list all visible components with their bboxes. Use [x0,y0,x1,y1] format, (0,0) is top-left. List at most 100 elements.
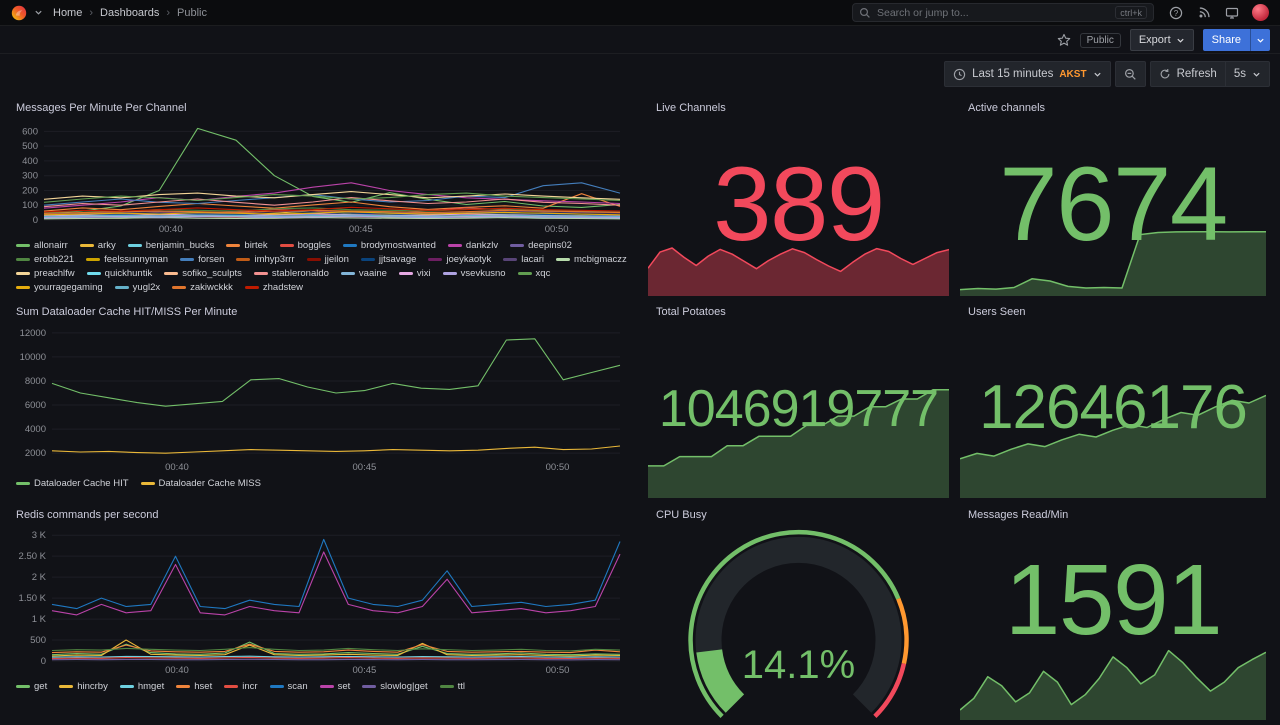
legend-item-yugl2x[interactable]: yugl2x [114,282,160,293]
help-icon: ? [1169,6,1183,19]
legend-item-incr[interactable]: incr [224,681,258,692]
panel-title-dataloader[interactable]: Sum Dataloader Cache HIT/MISS Per Minute [16,306,238,318]
legend-item-get[interactable]: get [16,681,47,692]
legend-swatch [442,272,457,275]
legend-item-benjamin_bucks[interactable]: benjamin_bucks [127,240,214,251]
display-button[interactable] [1222,3,1242,23]
legend-item-jjtsavage[interactable]: jjtsavage [360,254,416,265]
legend-item-imhyp3rrr[interactable]: imhyp3rrr [236,254,295,265]
messages-read-sparkline [960,636,1266,720]
legend-item-ttl[interactable]: ttl [439,681,465,692]
time-range-picker[interactable]: Last 15 minutes AKST [944,61,1111,87]
legend-swatch [16,286,30,289]
legend-swatch [306,258,321,261]
legend-swatch [86,258,101,261]
legend-item-zhadstew[interactable]: zhadstew [244,282,303,293]
legend-item-forsen[interactable]: forsen [180,254,224,265]
dataloader-chart[interactable]: 2000 4000 6000 8000 10000 12000 00:40 00:45 00:5… [16,323,628,473]
legend-label: mcbigmaczz [573,254,627,265]
panel-title-total-potatoes[interactable]: Total Potatoes [656,306,726,318]
cpu-busy-value: 14.1% [741,643,856,687]
export-button[interactable]: Export [1129,29,1194,51]
legend-label: xqc [535,268,551,279]
legend-item-birtek[interactable]: birtek [226,240,268,251]
total-potatoes-sparkline [648,383,949,498]
legend-item-slowlog|get[interactable]: slowlog|get [362,681,428,692]
legend-item-vixi[interactable]: vixi [398,268,431,279]
legend-item-preachlfw[interactable]: preachlfw [16,268,75,279]
legend-item-erobb221[interactable]: erobb221 [16,254,74,265]
legend-item-jjeilon[interactable]: jjeilon [306,254,349,265]
user-avatar[interactable] [1250,3,1270,23]
breadcrumb-home[interactable]: Home [53,6,83,19]
legend-item-joeykaotyk[interactable]: joeykaotyk [428,254,491,265]
top-nav: Home › Dashboards › Public ctrl+k ? [0,0,1280,26]
legend-item-sofiko_sculpts[interactable]: sofiko_sculpts [164,268,242,279]
mega-menu-caret-icon[interactable] [34,8,43,17]
panel-title-active-channels[interactable]: Active channels [968,102,1046,114]
legend-swatch [114,286,129,289]
legend-label: hset [194,681,213,692]
panel-title-redis[interactable]: Redis commands per second [16,509,159,521]
legend-swatch [279,244,294,247]
legend-item-hmget[interactable]: hmget [119,681,164,692]
search-box[interactable]: ctrl+k [852,3,1154,22]
legend-label: birtek [244,240,268,251]
legend-label: erobb221 [34,254,75,265]
legend-item-vsevkusno[interactable]: vsevkusno [442,268,506,279]
panel-title-cpu-busy[interactable]: CPU Busy [656,509,707,521]
panel-title-users-seen[interactable]: Users Seen [968,306,1026,318]
legend-item-Dataloader Cache HIT[interactable]: Dataloader Cache HIT [16,478,129,489]
legend-item-vaaine[interactable]: vaaine [340,268,387,279]
legend-swatch [79,244,94,247]
chevron-down-icon [1253,72,1260,77]
search-input[interactable] [877,6,1110,19]
legend-item-dankzlv[interactable]: dankzlv [447,240,498,251]
news-button[interactable] [1194,3,1214,23]
grafana-logo[interactable] [10,4,28,22]
legend-item-xqc[interactable]: xqc [517,268,551,279]
legend-swatch [86,272,101,275]
legend-item-boggles[interactable]: boggles [279,240,331,251]
legend-label: arky [97,240,116,251]
public-tag: Public [1079,32,1121,48]
legend-label: yourragegaming [34,282,103,293]
legend-item-zakiwckkk[interactable]: zakiwckkk [172,282,233,293]
legend-item-mcbigmaczz[interactable]: mcbigmaczz [555,254,627,265]
legend-item-lacari[interactable]: lacari [503,254,544,265]
legend-label: stableronaldo [271,268,329,279]
legend-item-set[interactable]: set [319,681,350,692]
messages-chart[interactable]: 0 100 200 300 400 500 600 00:40 00:45 00:50 [16,119,628,235]
legend-item-feelssunnyman[interactable]: feelssunnyman [86,254,168,265]
share-button[interactable]: Share [1202,29,1250,51]
svg-text:2000: 2000 [25,448,46,459]
legend-item-Dataloader Cache MISS[interactable]: Dataloader Cache MISS [140,478,261,489]
legend-item-hincrby[interactable]: hincrby [59,681,108,692]
zoom-out-button[interactable] [1114,61,1146,87]
legend-swatch [59,685,74,688]
legend-swatch [269,685,284,688]
legend-item-arky[interactable]: arky [79,240,116,251]
panel-title-messages-read[interactable]: Messages Read/Min [968,509,1069,521]
legend-item-allonairr[interactable]: allonairr [16,240,68,251]
panel-title-messages[interactable]: Messages Per Minute Per Channel [16,102,187,114]
svg-text:?: ? [1174,9,1179,18]
legend-item-brodymostwanted[interactable]: brodymostwanted [342,240,436,251]
legend-item-quickhuntik[interactable]: quickhuntik [86,268,152,279]
svg-text:4000: 4000 [25,424,46,435]
refresh-button[interactable]: Refresh [1149,61,1226,87]
legend-item-yourragegaming[interactable]: yourragegaming [16,282,103,293]
breadcrumb-dashboards[interactable]: Dashboards [100,6,160,19]
legend-item-stableronaldo[interactable]: stableronaldo [253,268,329,279]
share-caret-button[interactable] [1250,29,1270,51]
legend-item-deepins02[interactable]: deepins02 [510,240,572,251]
legend-swatch [236,258,251,261]
legend-swatch [140,482,155,485]
help-button[interactable]: ? [1166,3,1186,23]
star-button[interactable] [1057,33,1071,47]
panel-title-live-channels[interactable]: Live Channels [656,102,726,114]
redis-chart[interactable]: 0 500 1 K 1.50 K 2 K 2.50 K 3 K 00:40 00:45 00:50 [16,526,628,676]
legend-item-scan[interactable]: scan [269,681,308,692]
legend-item-hset[interactable]: hset [176,681,212,692]
refresh-interval-dropdown[interactable]: 5s [1225,61,1270,87]
